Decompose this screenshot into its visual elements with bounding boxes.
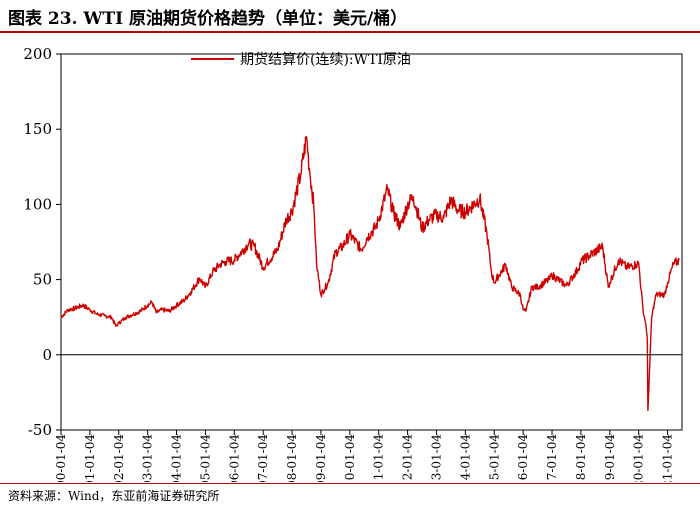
x-tick-label: 2021-01-04 <box>661 434 675 482</box>
wti-price-chart: -50 0 50 100 150 200 2000-01-04 2001-01-04 2002… <box>23 45 683 482</box>
x-tick-label: 2000-01-04 <box>54 434 68 482</box>
y-tick-label: 150 <box>23 120 52 138</box>
x-tick-label: 2013-01-04 <box>429 434 443 482</box>
x-tick-label: 2017-01-04 <box>545 434 559 482</box>
legend-label: 期货结算价(连续):WTI原油 <box>240 51 411 68</box>
y-tick-label: 0 <box>42 346 52 364</box>
y-tick-label: 100 <box>23 195 52 213</box>
x-tick-label: 2009-01-04 <box>314 434 328 482</box>
y-tick-label: 50 <box>33 271 52 289</box>
figure-title: 图表 23. WTI 原油期货价格趋势（单位：美元/桶） <box>8 9 408 29</box>
y-axis: -50 0 50 100 150 200 <box>23 45 61 439</box>
source-rule <box>0 483 700 484</box>
x-tick-label: 2007-01-04 <box>256 434 270 482</box>
x-tick-label: 2008-01-04 <box>285 434 299 482</box>
x-axis: 2000-01-04 2001-01-04 2002-01-04 2003-01-04… <box>54 430 675 482</box>
series-line-wti <box>60 135 680 412</box>
x-tick-label: 2011-01-04 <box>372 434 386 482</box>
x-tick-label: 2012-01-04 <box>401 434 415 482</box>
source-note: 资料来源：Wind，东亚前海证券研究所 <box>8 489 220 503</box>
x-tick-label: 2014-01-04 <box>458 434 472 482</box>
y-tick-label: 200 <box>23 45 52 63</box>
x-tick-label: 2004-01-04 <box>170 434 184 482</box>
plot-area-frame <box>60 53 683 431</box>
x-tick-label: 2010-01-04 <box>343 434 357 482</box>
x-tick-label: 2016-01-04 <box>516 434 530 482</box>
series-layer <box>60 135 680 412</box>
title-rule <box>0 31 700 33</box>
x-tick-label: 2020-01-04 <box>632 434 646 482</box>
legend: 期货结算价(连续):WTI原油 <box>191 51 411 68</box>
x-tick-label: 2005-01-04 <box>198 434 212 482</box>
x-tick-label: 2019-01-04 <box>603 434 617 482</box>
x-tick-label: 2002-01-04 <box>112 434 126 482</box>
x-tick-label: 2006-01-04 <box>227 434 241 482</box>
x-tick-label: 2018-01-04 <box>574 434 588 482</box>
x-tick-label: 2015-01-04 <box>487 434 501 482</box>
x-tick-label: 2001-01-04 <box>83 434 97 482</box>
x-tick-label: 2003-01-04 <box>141 434 155 482</box>
y-tick-label: -50 <box>28 421 52 439</box>
